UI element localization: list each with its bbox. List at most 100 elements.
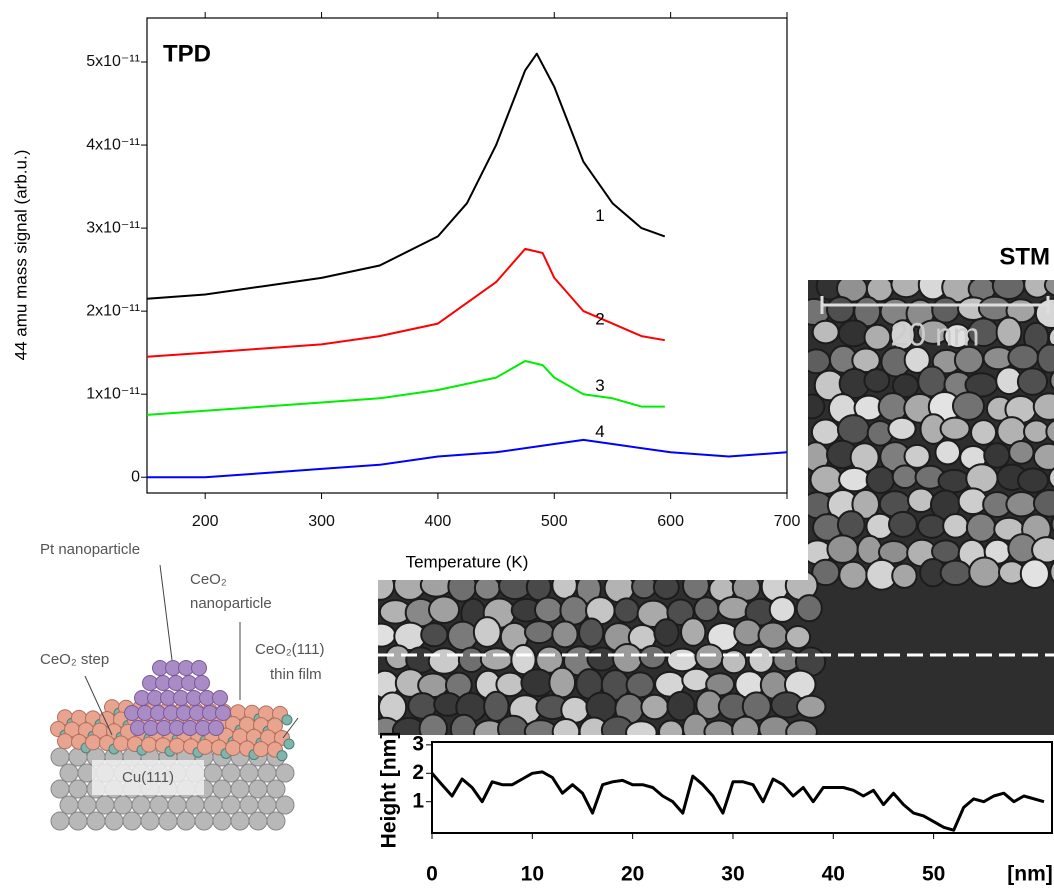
grain	[666, 647, 699, 673]
x-tick-label: 0	[426, 863, 438, 886]
x-tick-label: 200	[192, 513, 219, 530]
grain	[427, 595, 461, 625]
diagram-label: CeO₂	[190, 571, 227, 588]
grain	[838, 560, 868, 590]
pt-atom	[212, 690, 228, 706]
profile-background	[378, 735, 1054, 891]
cu-atom	[167, 795, 187, 815]
grain	[483, 690, 510, 722]
grain	[680, 617, 707, 647]
cu-atom	[266, 779, 286, 799]
oxygen-atom	[281, 714, 293, 726]
cu-atom	[230, 779, 250, 799]
grain	[681, 570, 710, 601]
grain	[1016, 367, 1049, 396]
cu-atom	[257, 763, 277, 783]
grain	[747, 645, 775, 674]
series-label: 3	[595, 376, 604, 395]
grain	[1036, 343, 1054, 374]
x-tick-label: 500	[541, 513, 568, 530]
ceria-atom	[141, 736, 157, 753]
grain	[694, 643, 725, 671]
diagram-label: Cu(111)	[122, 769, 174, 786]
y-tick-label: 3	[412, 732, 424, 755]
grain	[795, 594, 823, 623]
y-tick-label: 4x10⁻¹¹	[86, 136, 140, 153]
x-tick-label: 20	[621, 863, 644, 886]
cu-atom	[95, 795, 115, 815]
grain	[891, 464, 919, 490]
grain	[887, 416, 917, 441]
grain	[801, 348, 831, 375]
cu-atom	[68, 811, 88, 831]
image-title: STM	[999, 243, 1050, 270]
grain	[666, 690, 696, 722]
grain	[798, 393, 826, 420]
grain	[1019, 558, 1050, 590]
x-tick-label: 10	[521, 863, 544, 886]
grain	[851, 347, 881, 374]
leader-line	[159, 564, 173, 661]
x-axis-label: Temperature (K)	[406, 552, 529, 571]
grain	[784, 624, 812, 650]
diagram-label: Pt nanoparticle	[40, 541, 140, 558]
grain	[551, 570, 578, 600]
cu-atom	[176, 811, 196, 831]
grain	[877, 392, 909, 422]
grain	[1005, 491, 1038, 518]
grain	[825, 296, 855, 324]
y-axis-label: Height [nm]	[378, 732, 401, 849]
grain	[916, 514, 947, 539]
ceria-atom	[253, 741, 269, 758]
y-tick-label: 3x10⁻¹¹	[86, 219, 140, 236]
y-tick-label: 2x10⁻¹¹	[86, 302, 140, 319]
grain	[631, 574, 658, 600]
grain	[1023, 419, 1050, 444]
cu-atom	[266, 811, 286, 831]
pt-atom	[191, 660, 207, 676]
substrate-box	[92, 760, 204, 795]
grain	[653, 618, 680, 647]
grain	[865, 465, 896, 495]
scale-bar	[820, 296, 1050, 314]
grain	[836, 510, 866, 540]
y-tick-label: 1x10⁻¹¹	[86, 385, 140, 402]
grain	[613, 597, 640, 624]
oxygen-atom	[283, 738, 295, 750]
x-tick-label: 400	[425, 513, 452, 530]
scale-bar-label: 20 nm	[891, 316, 980, 352]
grain	[1050, 510, 1054, 538]
leader-line	[84, 675, 113, 736]
x-tick-label: 40	[822, 863, 845, 886]
grain	[535, 645, 564, 674]
grain	[418, 713, 449, 735]
grain	[551, 620, 579, 649]
grain	[811, 319, 840, 345]
grain	[836, 414, 871, 445]
cu-atom	[212, 779, 232, 799]
ceria-atom	[57, 733, 73, 750]
cu-atom	[257, 795, 277, 815]
grain	[1043, 280, 1054, 298]
x-tick-label: 600	[657, 513, 684, 530]
grain	[419, 572, 453, 598]
grain	[472, 616, 502, 648]
grain	[427, 647, 461, 675]
series-label: 4	[595, 422, 604, 441]
cu-atom	[86, 811, 106, 831]
grain	[578, 617, 605, 648]
cu-atom	[248, 779, 268, 799]
grain	[937, 468, 971, 494]
grain	[939, 559, 972, 587]
grain	[1048, 464, 1054, 492]
cu-atom	[239, 795, 259, 815]
grain	[1049, 367, 1054, 394]
cu-atom	[203, 795, 223, 815]
grain	[983, 442, 1011, 469]
grain	[810, 418, 841, 446]
grain	[473, 575, 501, 601]
ceria-atom	[197, 738, 213, 755]
